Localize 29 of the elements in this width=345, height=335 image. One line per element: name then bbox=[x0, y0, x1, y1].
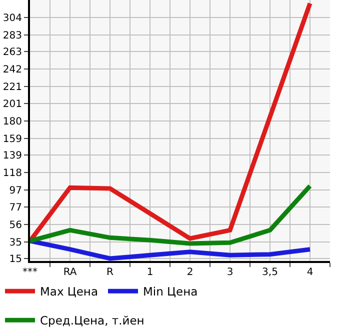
y-tick-label: 221 bbox=[2, 82, 22, 94]
y-tick-label: 15 bbox=[9, 254, 22, 265]
y-tick-label: 304 bbox=[2, 13, 22, 24]
y-tick-label: 180 bbox=[2, 116, 22, 128]
legend-label: Сред.Цена, т.йен bbox=[40, 314, 144, 328]
y-tick-label: 283 bbox=[2, 30, 22, 42]
y-tick-label: 77 bbox=[9, 202, 22, 214]
line-series bbox=[30, 184, 312, 246]
line-series bbox=[30, 238, 312, 261]
legend-label: Min Цена bbox=[143, 284, 198, 299]
x-tick-label: *** bbox=[22, 267, 38, 278]
line-series bbox=[30, 1, 312, 244]
y-tick-label: 159 bbox=[2, 134, 22, 145]
y-tick-label: 35 bbox=[9, 237, 22, 248]
x-tick-label: 3 bbox=[226, 267, 234, 278]
x-tick-label: 2 bbox=[186, 267, 194, 278]
y-tick-label: 263 bbox=[2, 47, 22, 58]
y-tick-label: 139 bbox=[2, 150, 22, 162]
y-tick-label: 56 bbox=[9, 220, 22, 231]
y-tick-label: 118 bbox=[2, 168, 22, 180]
y-tick-label: 201 bbox=[2, 98, 22, 110]
y-tick-label: 242 bbox=[2, 64, 22, 76]
legend-label: Max Цена bbox=[40, 284, 98, 299]
x-tick-label: 3,5 bbox=[262, 267, 278, 278]
x-tick-label: 1 bbox=[146, 267, 154, 278]
y-tick-label: 97 bbox=[9, 186, 22, 197]
x-tick-label: R bbox=[106, 267, 114, 278]
x-tick-label: 4 bbox=[306, 267, 314, 278]
x-tick-label: RA bbox=[63, 267, 77, 278]
